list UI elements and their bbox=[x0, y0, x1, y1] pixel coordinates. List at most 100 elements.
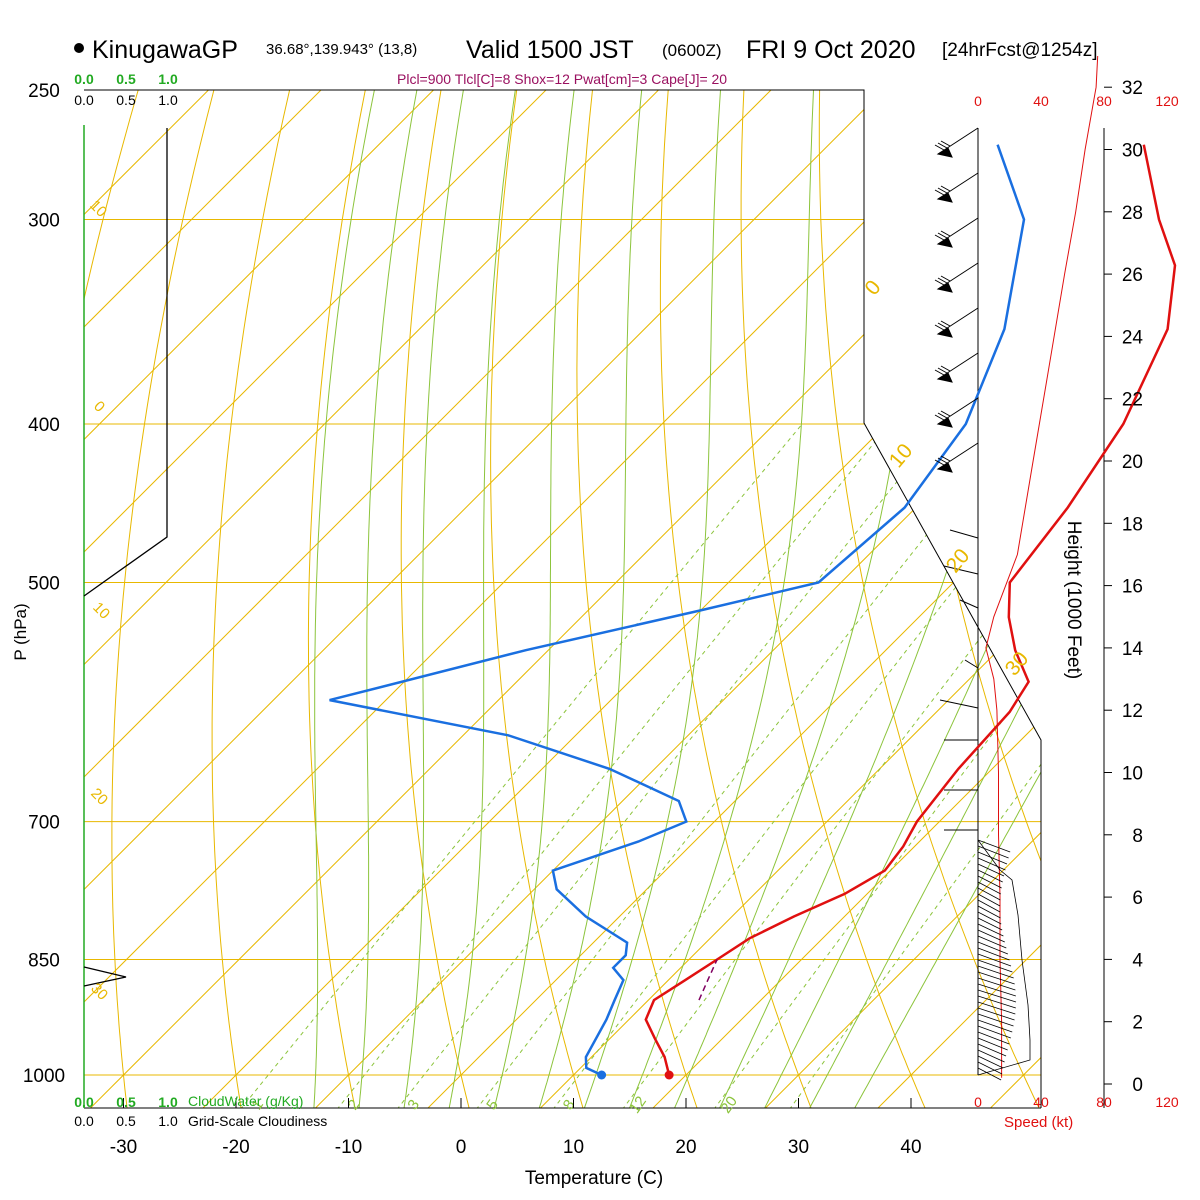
height-tick-label: 16 bbox=[1122, 577, 1143, 598]
wind-barb-feather bbox=[937, 457, 948, 464]
wind-barb-feather bbox=[937, 232, 948, 239]
speed-tick-label: 120 bbox=[1155, 1094, 1179, 1110]
pressure-tick-label: 500 bbox=[28, 574, 60, 595]
cloudiness-tick-label: 1.0 bbox=[158, 1113, 178, 1129]
mixing-ratio-line bbox=[239, 423, 803, 1108]
wind-barb-feather bbox=[934, 369, 945, 376]
isotherm-line bbox=[875, 90, 1041, 1108]
pressure-tick-label: 250 bbox=[28, 81, 60, 102]
wind-barb-feather bbox=[934, 459, 945, 466]
height-tick-label: 22 bbox=[1122, 390, 1143, 411]
x-axis-title: Temperature (C) bbox=[525, 1168, 663, 1189]
height-tick-label: 6 bbox=[1132, 888, 1143, 909]
pressure-tick-label: 300 bbox=[28, 211, 60, 232]
wind-barb bbox=[977, 1025, 1011, 1039]
isotherm-line bbox=[88, 90, 1041, 1108]
moist-adiabat-line bbox=[763, 90, 1041, 1108]
dry-adiabat-line bbox=[740, 90, 927, 1108]
wind-barb bbox=[977, 1037, 1008, 1051]
moist-adiabat-line bbox=[583, 90, 724, 1108]
mixing-ratio-line bbox=[475, 423, 1016, 1108]
cloudiness-tick-label: 0.0 bbox=[74, 92, 94, 108]
wind-barb-feather bbox=[937, 367, 948, 374]
station-name: KinugawaGP bbox=[92, 36, 238, 64]
sounding-profiles bbox=[329, 55, 1177, 1080]
height-tick-label: 32 bbox=[1122, 78, 1143, 99]
height-tick-label: 18 bbox=[1122, 514, 1143, 535]
wind-barb bbox=[977, 1049, 1005, 1063]
wind-profile-envelope bbox=[977, 839, 1031, 1076]
wind-barb bbox=[977, 1001, 1016, 1015]
isotherm-line bbox=[763, 90, 1041, 1108]
speed-tick-label: 40 bbox=[1033, 1094, 1049, 1110]
wind-barb bbox=[977, 881, 1001, 895]
mixing-ratio-line bbox=[336, 423, 890, 1108]
moist-adiabat-line bbox=[493, 90, 579, 1108]
speed-tick-label: 0 bbox=[974, 1094, 982, 1110]
isotherm-line bbox=[538, 90, 1041, 1108]
mixing-ratio-line bbox=[621, 423, 1041, 1108]
mixing-ratio-label: 12 bbox=[626, 1093, 649, 1116]
wind-barb bbox=[977, 929, 1005, 943]
mixing-ratio-label: 2 bbox=[345, 1097, 364, 1114]
wind-barb bbox=[977, 965, 1014, 979]
cloudiness-profile bbox=[83, 128, 168, 597]
height-tick-label: 2 bbox=[1132, 1013, 1143, 1034]
wind-barb bbox=[977, 983, 1016, 997]
isotherm-line bbox=[84, 90, 818, 1108]
wind-barb-flag bbox=[936, 282, 953, 293]
height-tick-label: 8 bbox=[1132, 826, 1143, 847]
dry-adiabat-label: 10 bbox=[86, 197, 110, 221]
dry-adiabat-label: 30 bbox=[1001, 647, 1034, 680]
isotherm-line bbox=[1101, 0, 1200, 1110]
wind-barb bbox=[977, 1031, 1010, 1045]
isotherm-line bbox=[84, 90, 593, 1108]
wind-barb bbox=[977, 863, 1005, 877]
isotherm-line bbox=[313, 90, 1041, 1108]
height-tick-label: 4 bbox=[1132, 950, 1143, 971]
height-tick-label: 0 bbox=[1132, 1075, 1143, 1096]
wind-barb bbox=[977, 857, 1006, 871]
parcel-line bbox=[698, 959, 718, 1001]
wind-barb-feather bbox=[934, 279, 945, 286]
isotherm-line bbox=[650, 90, 1041, 1108]
cloudwater-tick-label: 0.5 bbox=[116, 71, 136, 87]
wind-barb bbox=[977, 995, 1016, 1009]
wind-barb-flag bbox=[936, 327, 953, 338]
wind-barb-feather bbox=[940, 365, 951, 372]
height-axis-title: Height (1000 Feet) bbox=[1063, 521, 1084, 679]
isotherm-line bbox=[84, 90, 930, 1108]
cloudiness-tick-label: 1.0 bbox=[158, 92, 178, 108]
y-axis-title: P (hPa) bbox=[11, 603, 30, 660]
wind-barb bbox=[977, 917, 1003, 931]
wind-barb-feather bbox=[940, 140, 951, 147]
speed-tick-label: 80 bbox=[1096, 93, 1112, 109]
mixing-ratio-label: 5 bbox=[483, 1097, 502, 1114]
dry-adiabat-label: 30 bbox=[87, 980, 111, 1004]
x-tick-label: 30 bbox=[788, 1137, 809, 1158]
isotherm-line bbox=[84, 90, 480, 1108]
wind-barb-flag bbox=[936, 372, 953, 383]
cloudiness-tick-label: 0.0 bbox=[74, 1113, 94, 1129]
wind-barb bbox=[977, 1061, 1003, 1075]
wind-barb-feather bbox=[934, 189, 945, 196]
wind-barb bbox=[977, 941, 1009, 955]
speed-tick-label: 80 bbox=[1096, 1094, 1112, 1110]
dewpoint-line bbox=[329, 144, 1026, 1077]
wind-barb bbox=[977, 905, 1001, 919]
dry-adiabat-line bbox=[111, 90, 223, 1108]
wind-barb-feather bbox=[940, 410, 951, 417]
wind-barb bbox=[977, 887, 1001, 901]
temperature-line bbox=[644, 144, 1177, 1076]
x-tick-label: 40 bbox=[900, 1137, 921, 1158]
isotherm-line bbox=[200, 90, 1041, 1108]
wind-barb bbox=[939, 699, 979, 709]
wind-barb bbox=[977, 869, 1003, 883]
wind-barb-feather bbox=[937, 412, 948, 419]
mixing-ratio-label: 3 bbox=[404, 1097, 423, 1114]
wind-barb bbox=[977, 923, 1004, 937]
height-tick-label: 26 bbox=[1122, 265, 1143, 286]
wind-barb-feather bbox=[934, 414, 945, 421]
wind-barb-flag bbox=[936, 237, 953, 248]
wind-barb bbox=[977, 851, 1008, 865]
